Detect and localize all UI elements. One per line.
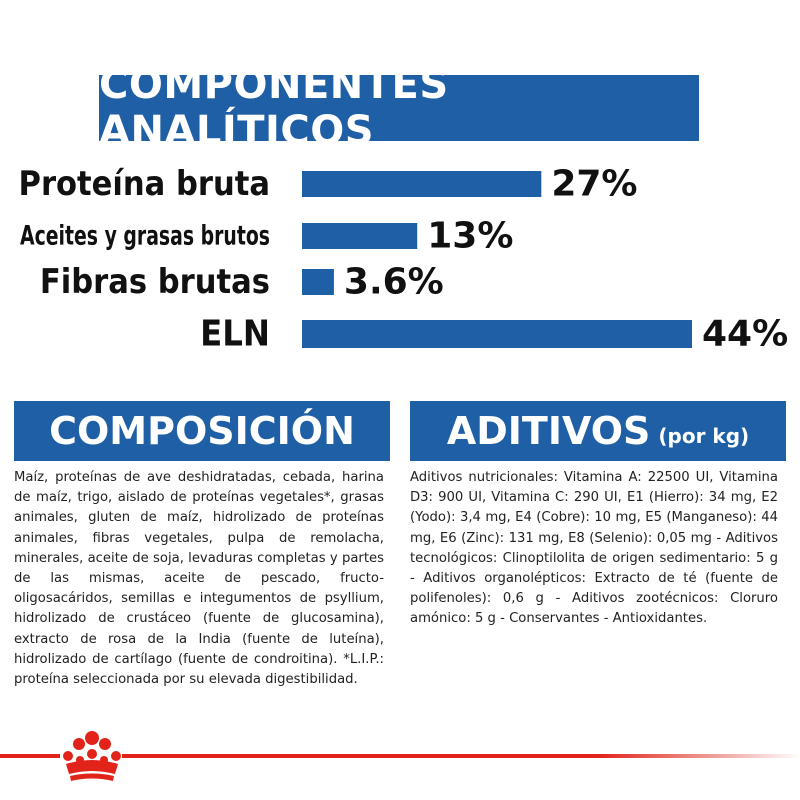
bar bbox=[302, 269, 334, 295]
value-label: 27% bbox=[551, 164, 637, 205]
bar bbox=[302, 223, 418, 249]
category-label: Fibras brutas bbox=[40, 262, 270, 302]
royal-crown-icon bbox=[63, 731, 121, 781]
analytical-bar-chart: Proteína bruta 27% Aceites y grasas brutos… bbox=[19, 164, 789, 355]
category-label: Proteína bruta bbox=[19, 164, 270, 204]
bar bbox=[302, 171, 542, 197]
bar bbox=[302, 320, 692, 348]
aditivos-heading: ADITIVOS (por kg) bbox=[410, 401, 786, 461]
aditivos-subtitle: (por kg) bbox=[658, 424, 750, 448]
value-label: 3.6% bbox=[344, 262, 444, 303]
composicion-heading: COMPOSICIÓN bbox=[14, 401, 390, 461]
value-label: 13% bbox=[427, 216, 513, 257]
aditivos-text: Aditivos nutricionales: Vitamina A: 2250… bbox=[410, 470, 778, 627]
value-label: 44% bbox=[702, 314, 788, 355]
composicion-title: COMPOSICIÓN bbox=[49, 409, 355, 453]
category-label: Aceites y grasas brutos bbox=[20, 221, 270, 252]
composicion-text: Maíz, proteínas de ave deshidratadas, ce… bbox=[14, 470, 384, 688]
footer-line-right bbox=[122, 754, 800, 758]
page-title: COMPONENTES ANALÍTICOS bbox=[99, 62, 699, 154]
aditivos-title: ADITIVOS bbox=[446, 409, 651, 453]
category-label: ELN bbox=[200, 314, 270, 355]
footer-line-left bbox=[0, 754, 60, 758]
